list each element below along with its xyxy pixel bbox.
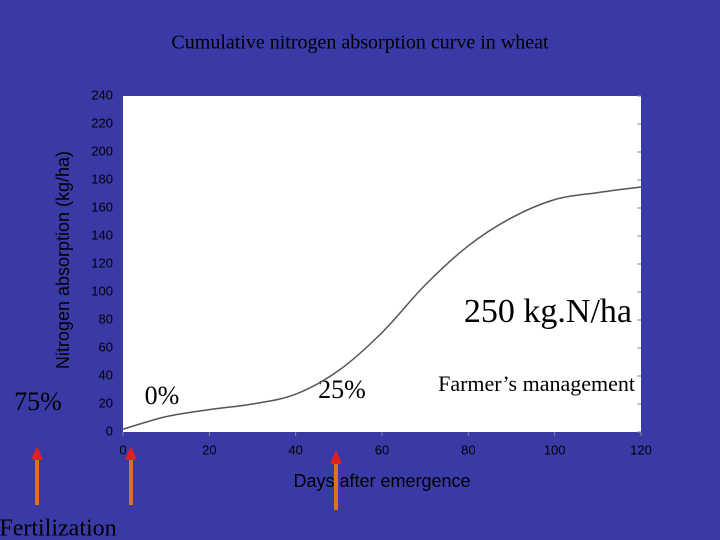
annotation: Farmer’s management <box>438 371 635 396</box>
chart-title: Cumulative nitrogen absorption curve in … <box>171 32 549 54</box>
y-tick-label: 240 <box>91 87 113 102</box>
x-axis-label: Days after emergence <box>293 471 470 491</box>
y-tick-label: 180 <box>91 171 113 186</box>
y-tick-label: 100 <box>91 283 113 298</box>
arrow <box>330 450 342 510</box>
x-tick-label: 120 <box>630 442 652 457</box>
y-tick-label: 40 <box>99 367 113 382</box>
annotation: 75% <box>14 387 62 416</box>
y-tick-label: 0 <box>106 423 113 438</box>
x-tick-label: 20 <box>202 442 216 457</box>
annotation: Fertilization <box>0 516 117 540</box>
annotation: 250 kg.N/ha <box>464 293 632 330</box>
y-tick-label: 160 <box>91 199 113 214</box>
y-tick-label: 140 <box>91 227 113 242</box>
x-tick-label: 0 <box>119 442 126 457</box>
x-tick-label: 80 <box>461 442 475 457</box>
y-tick-label: 80 <box>99 311 113 326</box>
y-tick-label: 220 <box>91 115 113 130</box>
arrow <box>31 446 43 505</box>
x-tick-label: 40 <box>288 442 302 457</box>
y-tick-label: 60 <box>99 339 113 354</box>
y-tick-label: 120 <box>91 255 113 270</box>
plot-area <box>123 96 641 432</box>
y-tick-label: 20 <box>99 395 113 410</box>
annotation: 25% <box>318 375 366 404</box>
x-tick-label: 60 <box>375 442 389 457</box>
x-tick-label: 100 <box>544 442 566 457</box>
y-tick-label: 200 <box>91 143 113 158</box>
arrows <box>31 446 342 510</box>
y-axis-label: Nitrogen absorption (kg/ha) <box>53 151 73 369</box>
annotation: 0% <box>145 381 180 410</box>
arrow <box>125 446 137 505</box>
line <box>122 186 642 430</box>
